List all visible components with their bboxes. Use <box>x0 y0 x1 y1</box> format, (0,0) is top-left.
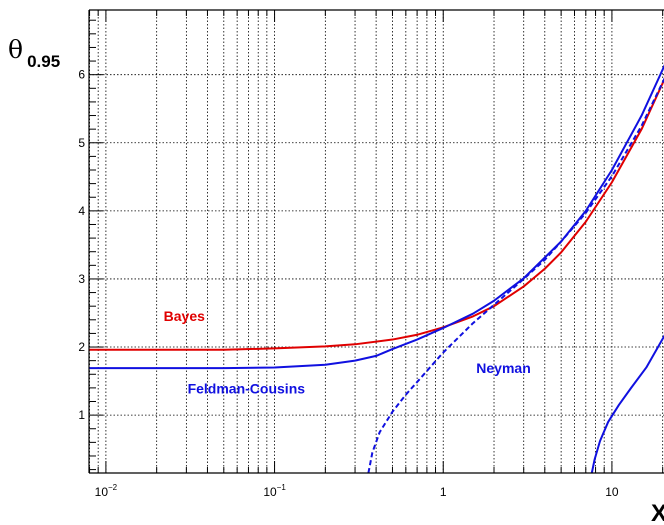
y-axis-label-subscript: 0.95 <box>27 52 60 71</box>
annotation-feldman-cousins: Feldman-Cousins <box>188 380 306 396</box>
y-tick-label: 1 <box>78 408 85 422</box>
annotation-bayes: Bayes <box>164 308 205 324</box>
y-tick-label: 3 <box>78 272 85 286</box>
annotation-neyman: Neyman <box>476 360 530 376</box>
x-tick-label: 10 <box>605 485 619 499</box>
x-tick-label: 10−2 <box>95 483 118 499</box>
y-tick-label: 4 <box>78 204 85 218</box>
x-axis-label: X <box>651 500 664 525</box>
y-tick-label: 2 <box>78 340 85 354</box>
y-tick-label: 5 <box>78 136 85 150</box>
x-tick-label: 10−1 <box>263 483 286 499</box>
y-tick-label: 6 <box>78 68 85 82</box>
y-axis-label: θ 0.95 <box>8 35 60 71</box>
x-tick-label: 1 <box>440 485 447 499</box>
y-axis-label-symbol: θ <box>8 35 23 64</box>
